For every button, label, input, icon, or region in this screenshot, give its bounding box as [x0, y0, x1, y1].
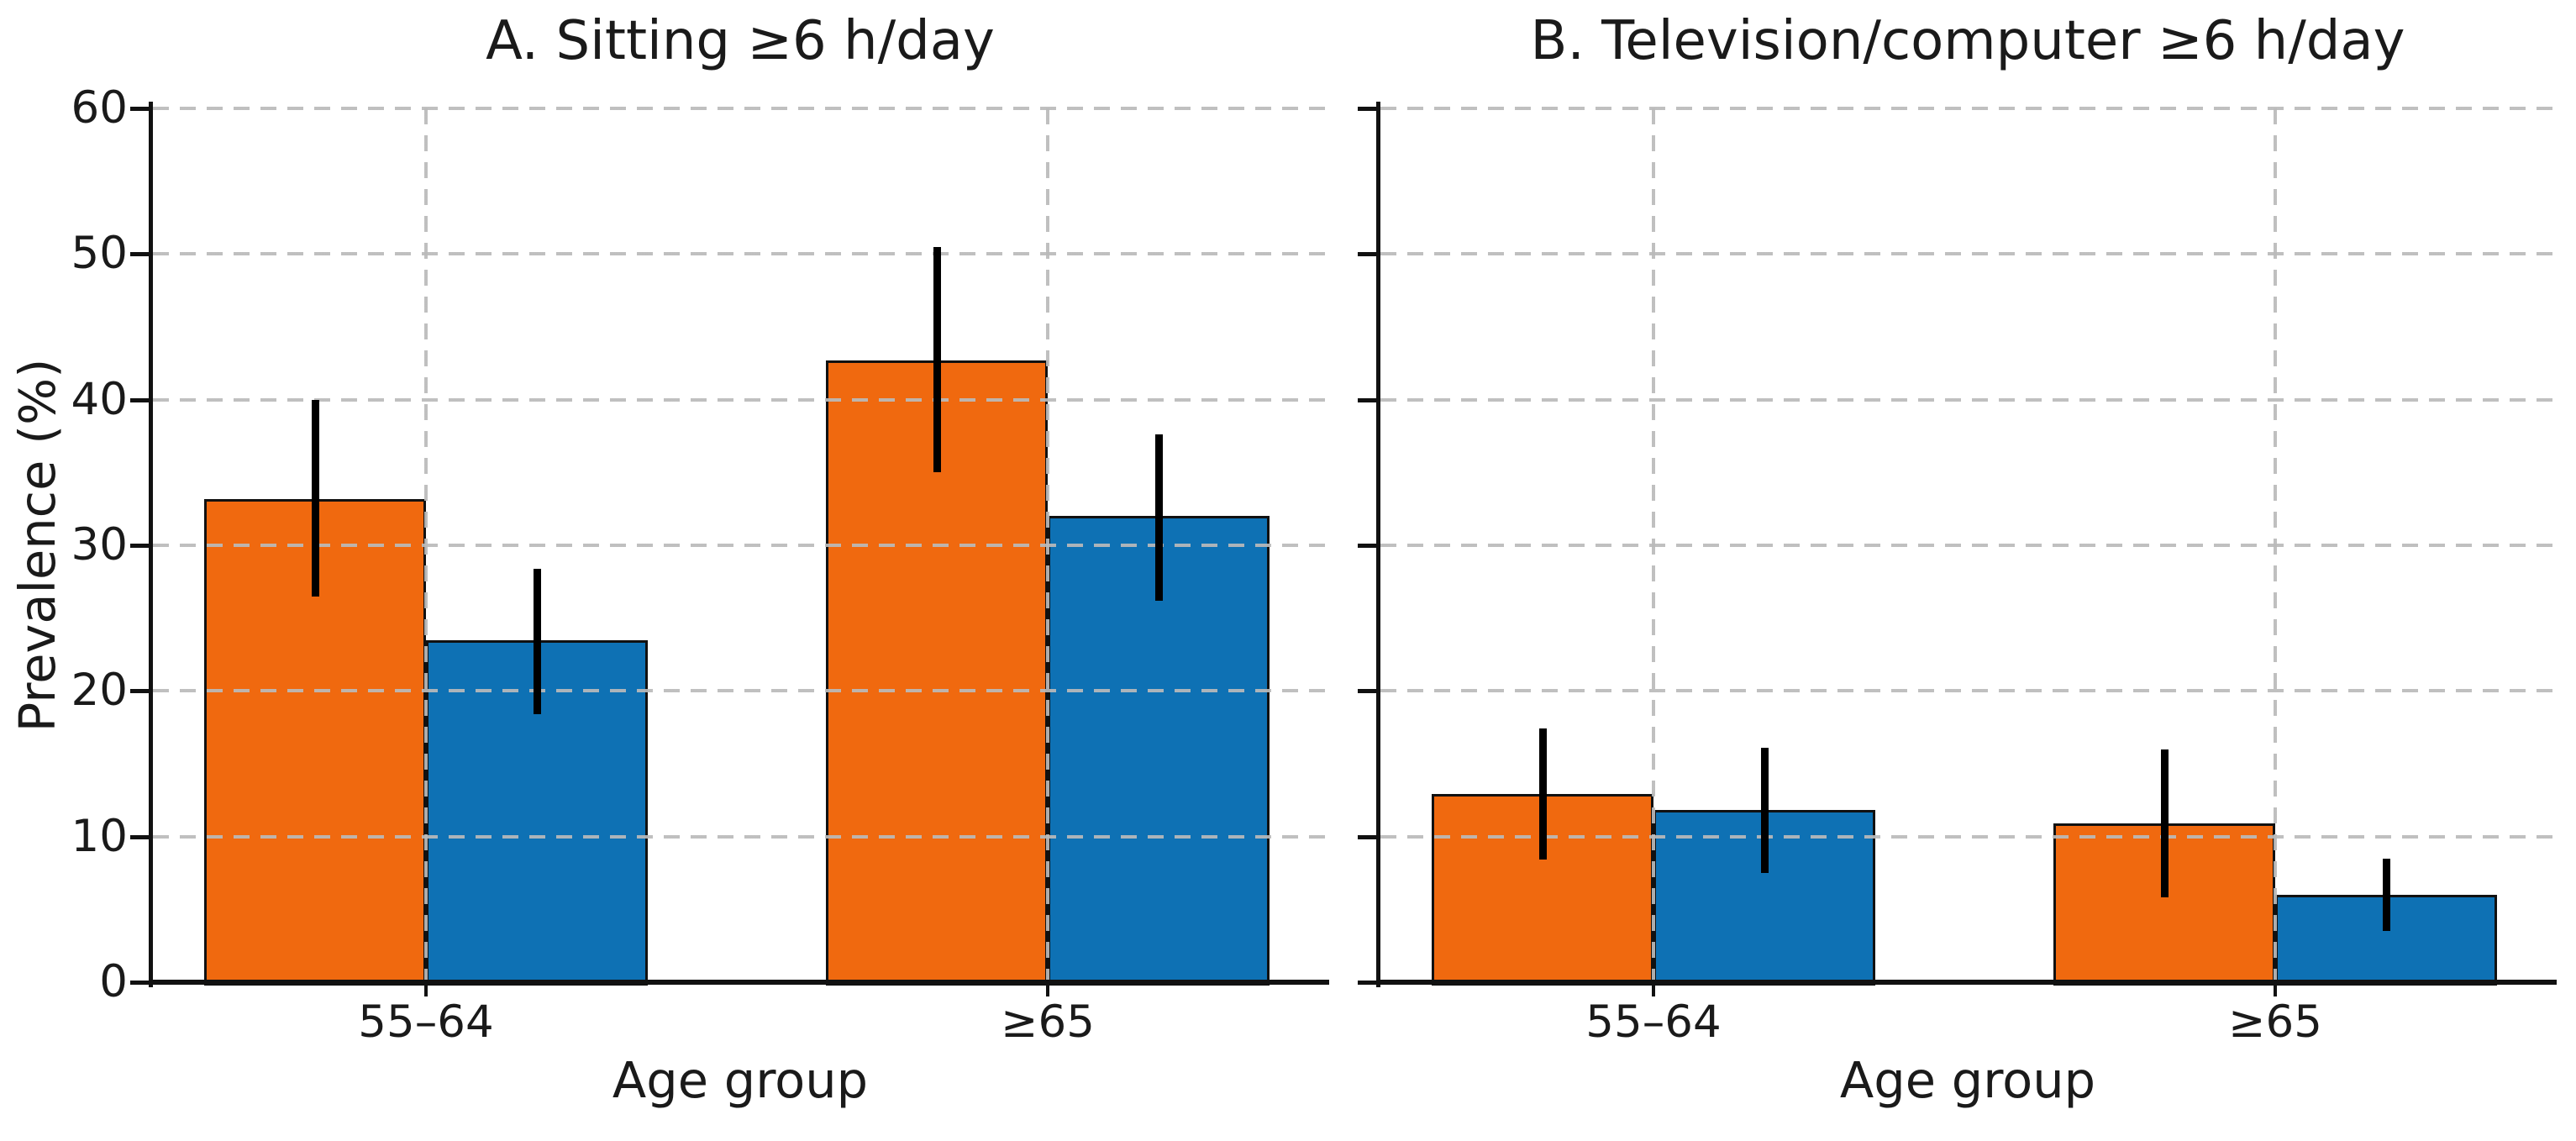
y-tick-label-0: 0 — [99, 956, 128, 1007]
error-bar-series-orange-group1 — [312, 400, 319, 597]
x-tick-label-group1: 55–64 — [358, 996, 494, 1048]
y-gridline-40 — [153, 398, 1327, 402]
y-tick-0 — [1358, 981, 1376, 985]
x-gridline-group2 — [1046, 108, 1049, 982]
y-gridline-40 — [1380, 398, 2555, 402]
y-gridline-20 — [1380, 689, 2555, 692]
error-bar-series-blue-group2 — [2383, 859, 2390, 931]
y-tick-50 — [130, 252, 149, 256]
y-gridline-20 — [153, 689, 1327, 692]
y-tick-40 — [130, 398, 149, 402]
panel-b-x-axis-label: Age group — [1839, 1051, 2096, 1109]
error-bar-series-blue-group1 — [534, 569, 541, 714]
y-tick-30 — [1358, 544, 1376, 548]
y-gridline-50 — [1380, 252, 2555, 255]
y-gridline-60 — [1380, 107, 2555, 110]
x-tick-label-group1: 55–64 — [1585, 996, 1722, 1048]
x-tick-group2 — [2274, 985, 2277, 996]
y-tick-label-10: 10 — [71, 811, 128, 862]
error-bar-series-blue-group2 — [1155, 434, 1163, 601]
y-tick-50 — [1358, 252, 1376, 256]
x-tick-group1 — [424, 985, 428, 996]
error-bar-series-orange-group2 — [933, 247, 941, 472]
panel-a-x-axis-label: Age group — [612, 1051, 869, 1109]
y-tick-40 — [1358, 398, 1376, 402]
y-gridline-30 — [1380, 544, 2555, 547]
y-gridline-30 — [153, 544, 1327, 547]
y-tick-20 — [1358, 689, 1376, 693]
y-gridline-10 — [1380, 835, 2555, 839]
error-bar-series-orange-group2 — [2161, 749, 2169, 897]
error-bar-series-orange-group1 — [1539, 728, 1547, 860]
panel-b-title: B. Television/computer ≥6 h/day — [1530, 10, 2405, 72]
y-tick-label-30: 30 — [71, 519, 128, 570]
x-tick-group1 — [1652, 985, 1655, 996]
y-tick-label-60: 60 — [71, 82, 128, 134]
y-tick-60 — [1358, 107, 1376, 111]
y-tick-label-50: 50 — [71, 228, 128, 279]
y-tick-label-20: 20 — [71, 665, 128, 716]
x-axis-spine — [1376, 980, 2557, 985]
y-tick-0 — [130, 981, 149, 985]
y-tick-label-40: 40 — [71, 374, 128, 425]
y-tick-10 — [1358, 835, 1376, 839]
y-tick-10 — [130, 835, 149, 839]
y-axis-spine — [1376, 102, 1380, 987]
error-bar-series-blue-group1 — [1761, 748, 1769, 873]
y-tick-60 — [130, 107, 149, 111]
x-gridline-group1 — [1652, 108, 1655, 982]
y-tick-20 — [130, 689, 149, 693]
x-tick-label-group2: ≥65 — [2228, 996, 2322, 1048]
panel-a-title: A. Sitting ≥6 h/day — [486, 10, 995, 72]
x-axis-spine — [149, 980, 1329, 985]
x-tick-group2 — [1046, 985, 1049, 996]
y-gridline-50 — [153, 252, 1327, 255]
x-gridline-group1 — [424, 108, 428, 982]
y-gridline-10 — [153, 835, 1327, 839]
y-tick-30 — [130, 544, 149, 548]
x-tick-label-group2: ≥65 — [1001, 996, 1095, 1048]
x-gridline-group2 — [2274, 108, 2277, 982]
y-gridline-60 — [153, 107, 1327, 110]
y-axis-spine — [149, 102, 153, 987]
